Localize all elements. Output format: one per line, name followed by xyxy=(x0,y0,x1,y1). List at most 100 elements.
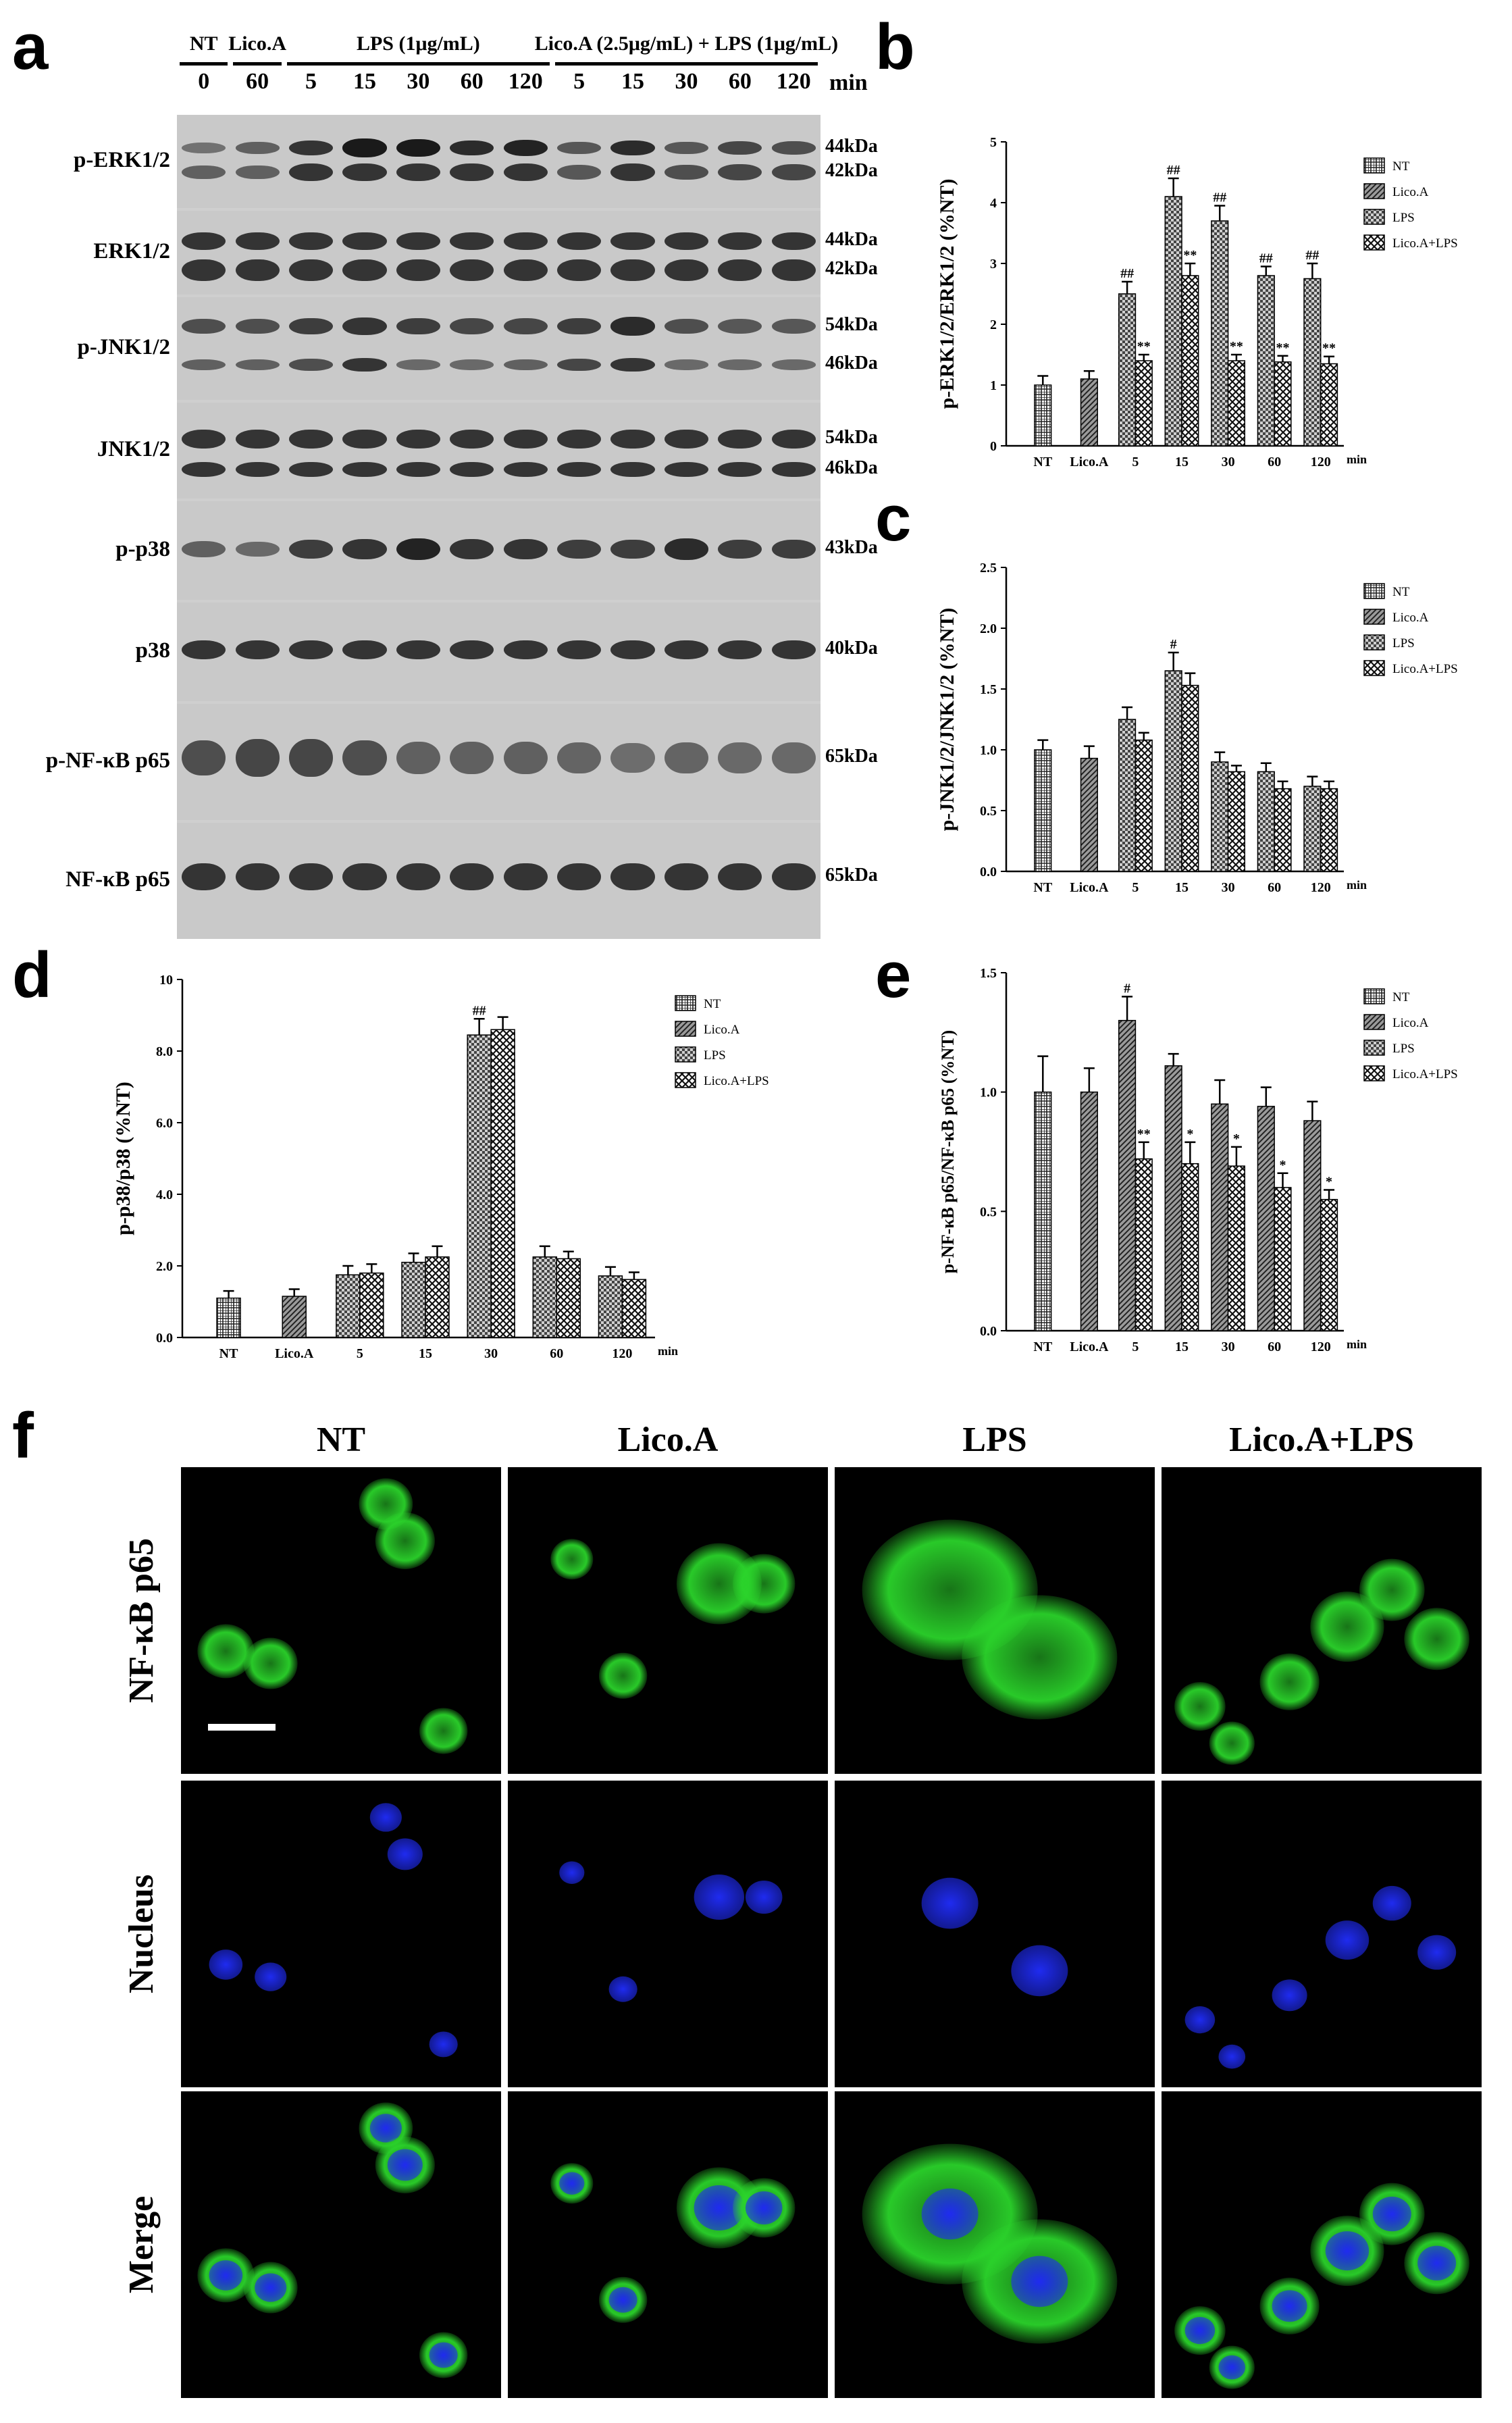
cytoplasm-stain xyxy=(1209,1721,1255,1765)
blot-band xyxy=(610,539,655,559)
blot-kda-label: 40kDa xyxy=(825,638,878,659)
blot-band xyxy=(396,359,440,370)
legend-label: Lico.A+LPS xyxy=(1392,662,1458,676)
micrograph-svg xyxy=(197,1478,468,1754)
blot-strip xyxy=(177,823,820,939)
panel-letter-f: f xyxy=(12,1400,34,1472)
blot-band xyxy=(557,232,602,250)
blot-band xyxy=(342,863,387,890)
blot-group-label: Lico.A (2.5μg/mL) + LPS (1μg/mL) xyxy=(534,32,839,55)
nucleus-stain xyxy=(559,2172,585,2195)
legend-swatch xyxy=(1363,209,1385,225)
blot-band xyxy=(182,640,226,659)
blot-band xyxy=(610,163,655,181)
bar xyxy=(1257,1106,1275,1331)
blot-band xyxy=(718,640,762,659)
blot-band xyxy=(450,232,494,250)
blot-strip xyxy=(177,297,820,400)
significance-mark: ** xyxy=(1322,341,1336,356)
panel-letter-c: c xyxy=(875,482,912,555)
x-tick-label: 60 xyxy=(550,1346,563,1361)
blot-band xyxy=(557,539,602,559)
nucleus-stain xyxy=(1218,2355,1246,2380)
blot-band xyxy=(557,259,602,281)
micrograph-svg xyxy=(862,1519,1118,1720)
y-axis-label: p-p38/p38 (%NT) xyxy=(112,1081,134,1235)
nucleus-stain xyxy=(745,2191,783,2225)
legend-label: NT xyxy=(1392,990,1410,1004)
blot-band xyxy=(288,259,334,281)
blot-band xyxy=(664,318,708,334)
blot-band xyxy=(396,317,440,335)
blot-lane-label: 120 xyxy=(508,69,543,94)
blot-group-label: Lico.A xyxy=(228,32,287,55)
x-tick-label: Lico.A xyxy=(275,1346,314,1361)
bar xyxy=(1274,361,1292,447)
blot-band xyxy=(288,430,334,449)
y-tick-label: 5 xyxy=(990,135,997,150)
x-tick-label: 5 xyxy=(357,1346,363,1361)
blot-band xyxy=(288,640,334,659)
blot-band xyxy=(235,541,280,557)
blot-band xyxy=(503,140,548,156)
blot-row-label: ERK1/2 xyxy=(93,239,170,263)
legend-label: Lico.A xyxy=(1392,1016,1429,1030)
nucleus-stain xyxy=(1372,1885,1411,1921)
blot-lane-label: 120 xyxy=(776,69,811,94)
blot-band xyxy=(557,358,602,372)
blot-band xyxy=(718,430,762,449)
blot-band xyxy=(610,232,655,250)
y-tick-label: 1.0 xyxy=(980,743,997,758)
blot-band xyxy=(235,318,280,334)
blot-band xyxy=(396,163,440,181)
y-tick-label: 4.0 xyxy=(156,1188,173,1202)
y-tick-label: 0.5 xyxy=(980,804,997,819)
blot-strip xyxy=(177,603,820,701)
blot-row-label: p-NF-κB p65 xyxy=(45,748,170,773)
blot-row-label: p-JNK1/2 xyxy=(77,335,170,359)
blot-band xyxy=(396,232,440,250)
nucleus-stain xyxy=(209,2260,243,2291)
micrograph-cell xyxy=(835,1467,1155,1774)
y-axis-label: p-NF-κB p65/NF-κB p65 (%NT) xyxy=(938,1030,958,1273)
blot-band xyxy=(771,742,816,773)
blot-band xyxy=(771,141,816,155)
blot-band xyxy=(182,318,226,334)
x-unit-label: min xyxy=(658,1344,678,1358)
micrograph-cell xyxy=(835,2091,1155,2398)
y-axis-label: p-ERK1/2/ERK1/2 (%NT) xyxy=(936,179,958,409)
blot-band xyxy=(610,462,655,477)
legend-label: LPS xyxy=(1392,1042,1415,1056)
panel-letter-d: d xyxy=(12,939,52,1011)
bar xyxy=(1227,1165,1246,1331)
blot-band xyxy=(288,539,334,559)
blot-band xyxy=(450,539,494,559)
nucleus-stain xyxy=(694,1874,745,1920)
bar xyxy=(1181,275,1199,447)
blot-band xyxy=(450,640,494,659)
blot-group-underline xyxy=(179,62,228,66)
blot-band xyxy=(235,863,280,890)
bar xyxy=(598,1275,623,1338)
bar xyxy=(1080,757,1098,872)
bar xyxy=(1080,378,1098,447)
blot-band xyxy=(503,462,548,477)
micrograph-cell xyxy=(181,1467,501,1774)
blot-band xyxy=(771,319,816,334)
legend-swatch xyxy=(1363,1040,1385,1056)
x-tick-label: 5 xyxy=(1132,455,1139,469)
blot-row-label: p-p38 xyxy=(115,537,170,561)
nucleus-stain xyxy=(209,1949,243,1980)
blot-lane-label: 15 xyxy=(621,69,645,94)
micrograph-svg xyxy=(550,2163,796,2323)
blot-band xyxy=(557,165,602,180)
bar xyxy=(1181,1163,1199,1331)
bar xyxy=(1118,1019,1137,1331)
blot-band xyxy=(718,539,762,559)
blot-band xyxy=(182,359,226,370)
nucleus-stain xyxy=(608,2287,637,2313)
column-label: Lico.A xyxy=(617,1421,719,1459)
significance-mark: ## xyxy=(473,1003,486,1018)
x-tick-label: 15 xyxy=(1175,1340,1189,1354)
blot-band xyxy=(450,462,494,477)
